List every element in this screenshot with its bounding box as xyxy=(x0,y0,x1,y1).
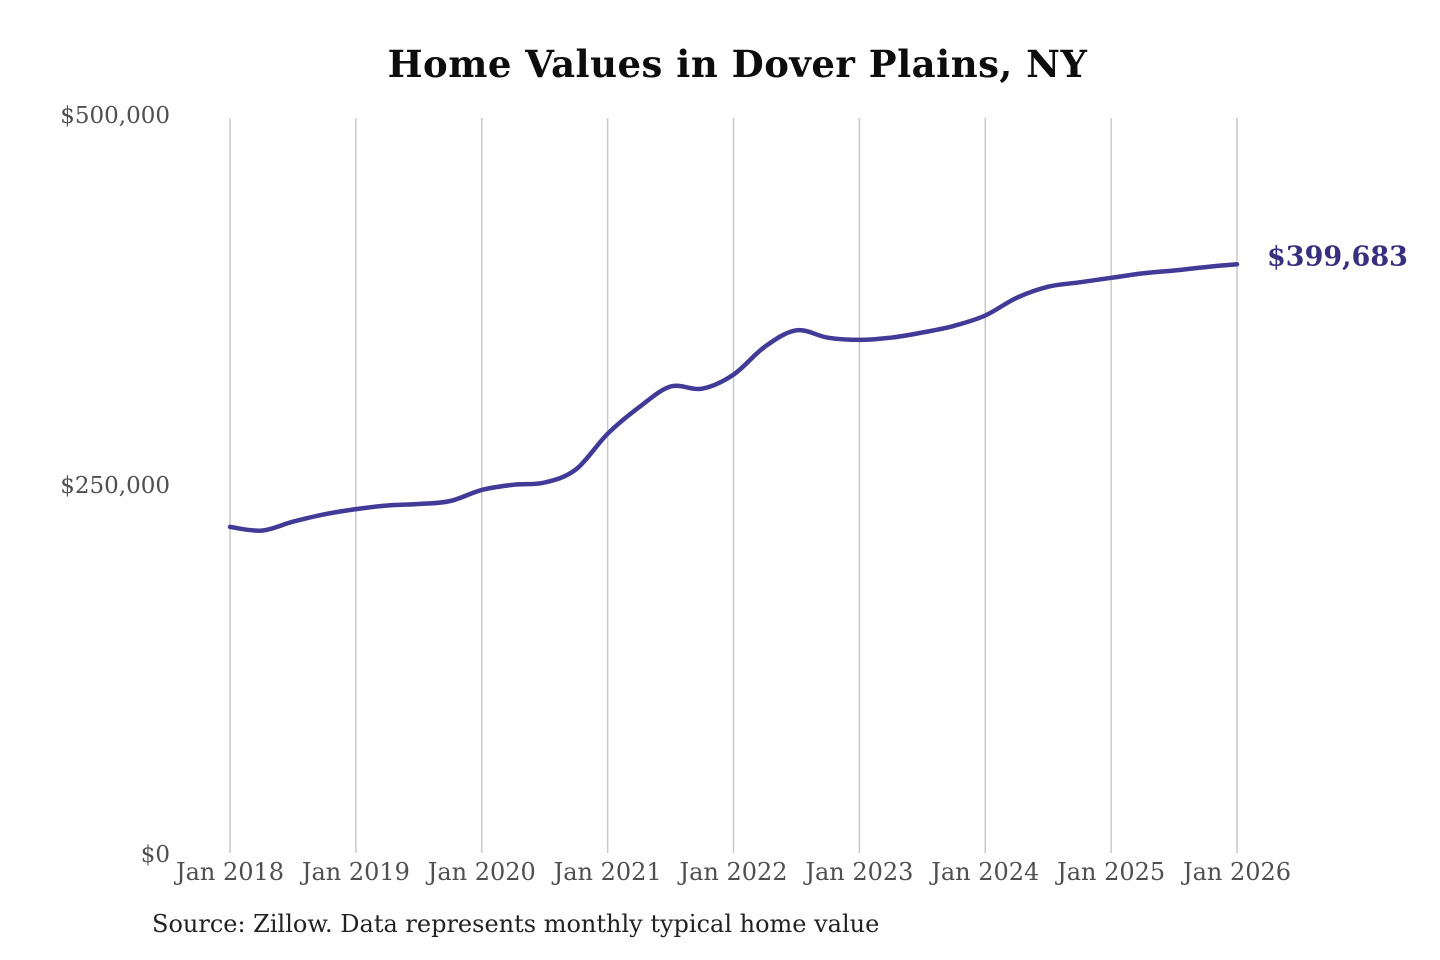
x-tick-label: Jan 2019 xyxy=(301,858,410,886)
x-tick-label: Jan 2022 xyxy=(679,858,788,886)
y-tick-label: $0 xyxy=(140,842,170,868)
source-note: Source: Zillow. Data represents monthly … xyxy=(152,910,880,938)
latest-value-label: $399,683 xyxy=(1267,241,1408,273)
x-tick-label: Jan 2024 xyxy=(931,858,1040,886)
gridlines xyxy=(229,118,1238,853)
x-tick-label: Jan 2018 xyxy=(175,858,285,886)
x-tick-label: Jan 2026 xyxy=(1182,858,1292,886)
x-tick-label: Jan 2020 xyxy=(427,858,536,886)
y-tick-label: $250,000 xyxy=(60,472,170,499)
x-tick-label: Jan 2023 xyxy=(805,858,914,886)
x-tick-label: Jan 2021 xyxy=(553,858,662,886)
home-value-line xyxy=(227,262,1240,533)
x-tick-label: Jan 2025 xyxy=(1057,858,1166,886)
page-title: Home Values in Dover Plains, NY xyxy=(387,42,1088,86)
y-tick-label: $500,000 xyxy=(60,103,170,129)
